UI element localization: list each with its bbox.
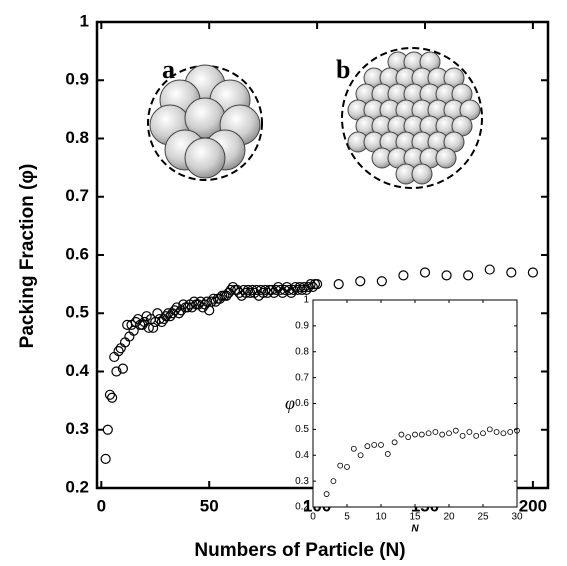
data-point xyxy=(350,445,357,452)
y-tick-label: 0.6 xyxy=(65,244,89,263)
y-tick-label: 0.2 xyxy=(295,502,309,513)
data-point xyxy=(296,284,308,296)
y-tick-label: 0.8 xyxy=(295,346,309,357)
data-point xyxy=(107,392,118,403)
data-point xyxy=(384,451,391,457)
data-point xyxy=(527,267,538,278)
annotation: b xyxy=(336,55,350,84)
data-point xyxy=(452,427,459,434)
cluster-illustrations xyxy=(147,47,483,189)
x-tick-label: 0 xyxy=(310,512,316,523)
data-point xyxy=(173,308,185,319)
data-point xyxy=(364,443,371,450)
data-point xyxy=(148,322,159,333)
data-point xyxy=(432,429,439,435)
y-tick-label: 0.4 xyxy=(295,450,309,461)
data-point xyxy=(111,366,122,377)
y-tick-label: 0.5 xyxy=(65,303,89,322)
data-point xyxy=(154,313,165,325)
sphere xyxy=(411,163,433,185)
data-point xyxy=(163,308,174,319)
data-point xyxy=(102,424,113,435)
x-tick-label: 30 xyxy=(511,512,523,523)
data-point xyxy=(137,319,148,330)
y-tick-label: 1 xyxy=(80,11,89,30)
y-tick-label: 0.7 xyxy=(65,186,89,205)
data-point xyxy=(419,267,431,278)
inset-x-label: N xyxy=(411,524,419,535)
sphere xyxy=(435,147,457,169)
data-point xyxy=(344,463,350,470)
data-point xyxy=(378,441,384,448)
y-tick-label: 0.3 xyxy=(295,476,309,487)
y-tick-label: 0.7 xyxy=(295,372,309,383)
data-point xyxy=(357,452,364,459)
inset-y-label: φ xyxy=(285,393,295,413)
x-tick-label: 0 xyxy=(97,496,106,515)
data-point xyxy=(439,431,446,438)
data-point xyxy=(507,429,514,435)
data-point xyxy=(333,279,344,290)
x-tick-label: 5 xyxy=(344,512,350,523)
y-tick-label: 1 xyxy=(303,295,309,306)
data-point xyxy=(412,431,418,438)
data-point xyxy=(337,462,344,469)
data-point xyxy=(486,426,493,433)
data-point xyxy=(514,427,520,434)
y-axis-label: Packing Fraction (φ) xyxy=(17,164,38,349)
data-point xyxy=(506,267,517,278)
data-point xyxy=(463,270,474,281)
x-tick-label: 15 xyxy=(409,512,421,523)
data-point xyxy=(480,430,486,437)
data-point xyxy=(484,264,495,275)
y-tick-label: 0.6 xyxy=(295,398,309,409)
x-tick-label: 200 xyxy=(519,496,547,515)
data-point xyxy=(117,363,128,374)
data-point xyxy=(305,279,316,290)
x-axis-label: Numbers of Particle (N) xyxy=(194,540,405,561)
data-point xyxy=(391,439,398,446)
data-point xyxy=(376,276,387,287)
data-point xyxy=(418,431,425,438)
data-point xyxy=(160,311,172,322)
data-point xyxy=(459,432,466,439)
data-point xyxy=(330,478,337,485)
data-point xyxy=(355,276,366,287)
data-point xyxy=(371,441,378,448)
data-point xyxy=(473,432,480,439)
data-point xyxy=(323,491,330,497)
data-point xyxy=(405,434,412,441)
y-tick-label: 0.9 xyxy=(295,321,309,332)
y-tick-label: 0.3 xyxy=(65,419,89,438)
data-point xyxy=(441,270,452,281)
cluster-outline xyxy=(341,47,483,189)
x-tick-label: 20 xyxy=(443,512,455,523)
data-point xyxy=(100,453,111,464)
annotation: a xyxy=(162,55,175,84)
x-tick-label: 10 xyxy=(375,512,387,523)
data-point xyxy=(493,429,500,435)
x-tick-label: 25 xyxy=(477,512,489,523)
sphere xyxy=(184,137,226,179)
y-tick-label: 0.2 xyxy=(65,477,89,496)
data-point xyxy=(446,430,452,437)
data-point xyxy=(104,389,116,400)
data-point xyxy=(312,279,323,290)
data-point xyxy=(113,346,124,357)
plot-frame xyxy=(312,299,518,508)
data-point xyxy=(398,270,409,281)
data-point xyxy=(398,431,405,438)
y-tick-label: 0.9 xyxy=(65,70,89,89)
y-tick-label: 0.4 xyxy=(65,361,89,380)
y-tick-label: 0.5 xyxy=(295,424,309,435)
data-point xyxy=(500,430,507,437)
data-point xyxy=(425,430,432,437)
y-tick-label: 0.8 xyxy=(65,128,89,147)
x-tick-label: 50 xyxy=(200,496,219,515)
data-point xyxy=(466,429,473,435)
